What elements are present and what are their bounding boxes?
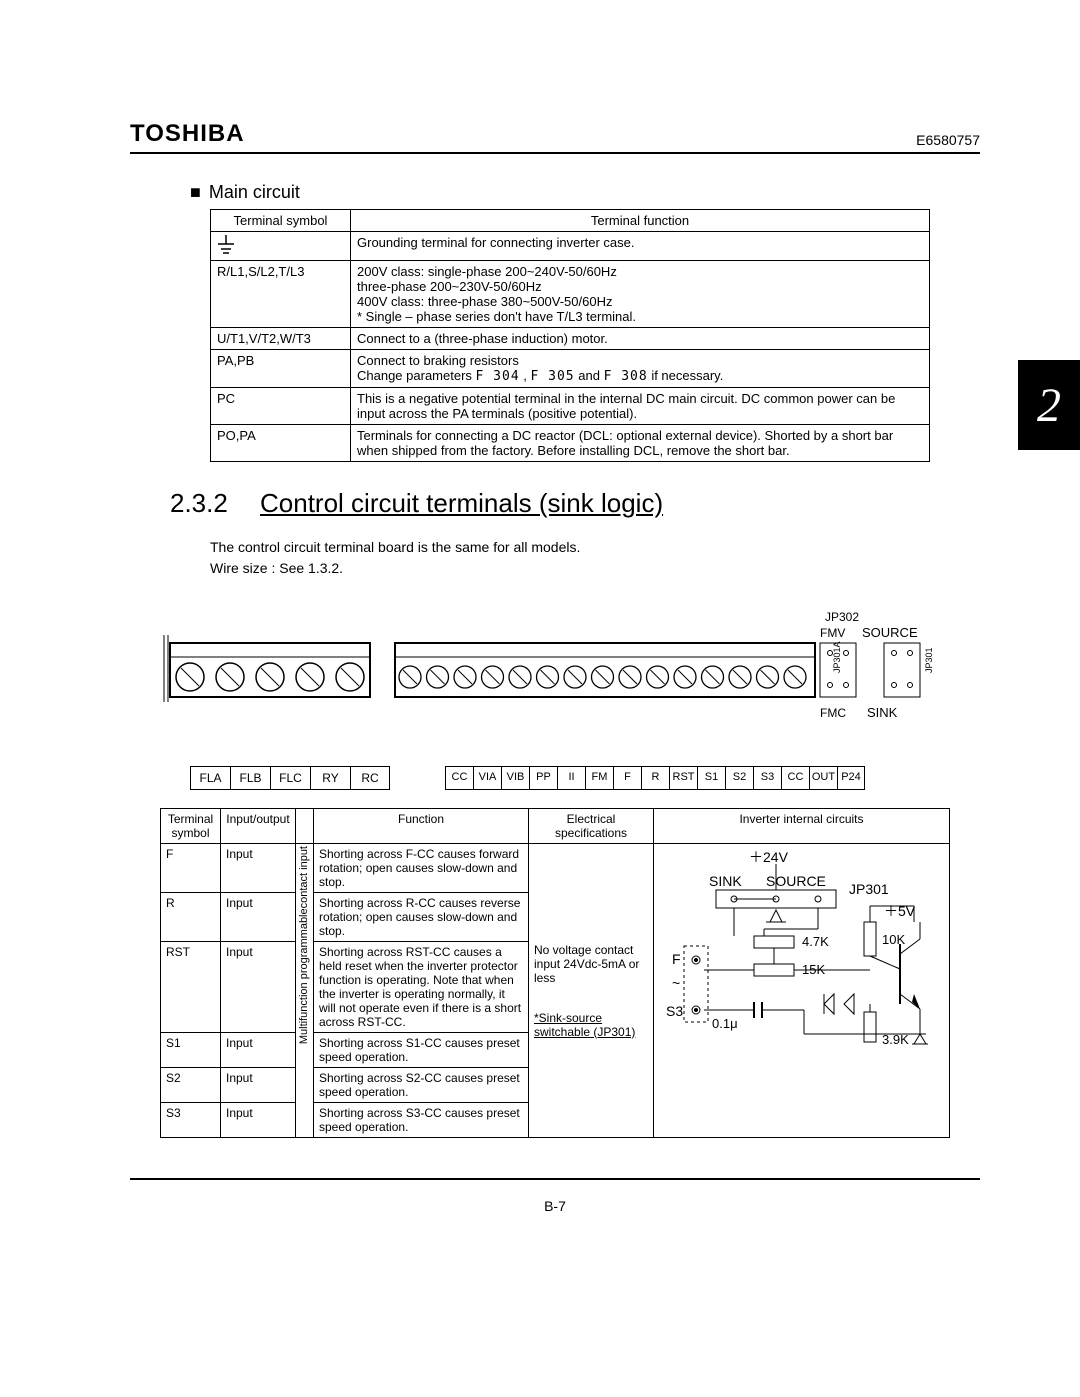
page-header: TOSHIBA E6580757 <box>130 120 980 154</box>
vertical-label: Multifunction programmablecontact input <box>298 846 310 1044</box>
svg-text:JP301A: JP301A <box>832 641 842 673</box>
chapter-tab: 2 <box>1018 360 1080 450</box>
svg-text:SOURCE: SOURCE <box>766 873 826 889</box>
svg-text:~: ~ <box>672 975 680 991</box>
section-heading-232: 2.3.2Control circuit terminals (sink log… <box>170 488 980 519</box>
brand-text: TOSHIBA <box>130 120 245 148</box>
connector-diagram: JP302 FMV SOURCE FMC SINK JP301A JP301 <box>160 607 980 752</box>
internal-circuit-cell: ＋24V SINK SOURCE JP301 ＋5V <box>654 844 950 1138</box>
svg-text:JP301: JP301 <box>924 647 934 673</box>
main-circuit-title: ■Main circuit <box>190 182 980 203</box>
terminal-label: P24 <box>837 766 865 790</box>
svg-text:10K: 10K <box>882 932 905 947</box>
terminal-label: CC <box>445 766 473 790</box>
svg-text:SOURCE: SOURCE <box>862 625 918 640</box>
terminal-label: S1 <box>697 766 725 790</box>
table-row: PA,PB Connect to braking resistors Chang… <box>211 350 930 388</box>
terminal-labels-left: FLAFLBFLCRYRC <box>190 766 390 790</box>
svg-text:＋24V: ＋24V <box>749 849 789 865</box>
col-terminal-symbol: Terminal symbol <box>211 210 351 232</box>
terminal-label: FM <box>585 766 613 790</box>
table-row: F Input Multifunction programmablecontac… <box>161 844 950 893</box>
section-232-desc2: Wire size : See 1.3.2. <box>210 558 980 579</box>
terminal-label: RST <box>669 766 697 790</box>
table-row: PC This is a negative potential terminal… <box>211 388 930 425</box>
terminal-block-svg: JP302 FMV SOURCE FMC SINK JP301A JP301 <box>160 607 950 747</box>
terminal-label: VIA <box>473 766 501 790</box>
terminal-label: FLA <box>190 766 230 790</box>
control-terminal-table: Terminal symbol Input/output Function El… <box>160 808 950 1138</box>
terminal-label: RY <box>310 766 350 790</box>
svg-text:SINK: SINK <box>867 705 898 720</box>
circuit-diagram-svg: ＋24V SINK SOURCE JP301 ＋5V <box>654 844 939 1074</box>
terminal-label: S2 <box>725 766 753 790</box>
terminal-label: F <box>613 766 641 790</box>
ground-icon <box>217 235 235 257</box>
svg-text:F: F <box>672 951 681 967</box>
terminal-label: R <box>641 766 669 790</box>
terminal-label: RC <box>350 766 390 790</box>
jp302-label: JP302 <box>825 610 859 624</box>
terminal-label: S3 <box>753 766 781 790</box>
terminal-label: FLC <box>270 766 310 790</box>
terminal-label: VIB <box>501 766 529 790</box>
terminal-label: II <box>557 766 585 790</box>
terminal-label: PP <box>529 766 557 790</box>
terminal-label: CC <box>781 766 809 790</box>
table-row: PO,PA Terminals for connecting a DC reac… <box>211 425 930 462</box>
svg-text:S3: S3 <box>666 1003 683 1019</box>
doc-number: E6580757 <box>916 132 980 148</box>
page-number: B-7 <box>130 1198 980 1214</box>
svg-text:FMC: FMC <box>820 706 846 720</box>
svg-text:SINK: SINK <box>709 873 742 889</box>
col-terminal-function: Terminal function <box>351 210 930 232</box>
section-232-desc1: The control circuit terminal board is th… <box>210 537 980 558</box>
svg-text:＋5V: ＋5V <box>884 903 916 919</box>
table-row: Grounding terminal for connecting invert… <box>211 232 930 261</box>
terminal-label: OUT <box>809 766 837 790</box>
svg-text:FMV: FMV <box>820 626 845 640</box>
square-bullet-icon: ■ <box>190 182 201 202</box>
terminal-labels-right: CCVIAVIBPPIIFMFRRSTS1S2S3CCOUTP24 <box>445 766 865 790</box>
main-circuit-table: Terminal symbol Terminal function Ground… <box>210 209 930 462</box>
svg-text:4.7K: 4.7K <box>802 934 829 949</box>
footer-rule <box>130 1178 980 1180</box>
elec-spec-cell: No voltage contact input 24Vdc-5mA or le… <box>529 844 654 1138</box>
terminal-label: FLB <box>230 766 270 790</box>
table-row: R/L1,S/L2,T/L3 200V class: single-phase … <box>211 261 930 328</box>
svg-text:JP301: JP301 <box>849 881 889 897</box>
table-row: U/T1,V/T2,W/T3 Connect to a (three-phase… <box>211 328 930 350</box>
svg-text:0.1μ: 0.1μ <box>712 1016 738 1031</box>
